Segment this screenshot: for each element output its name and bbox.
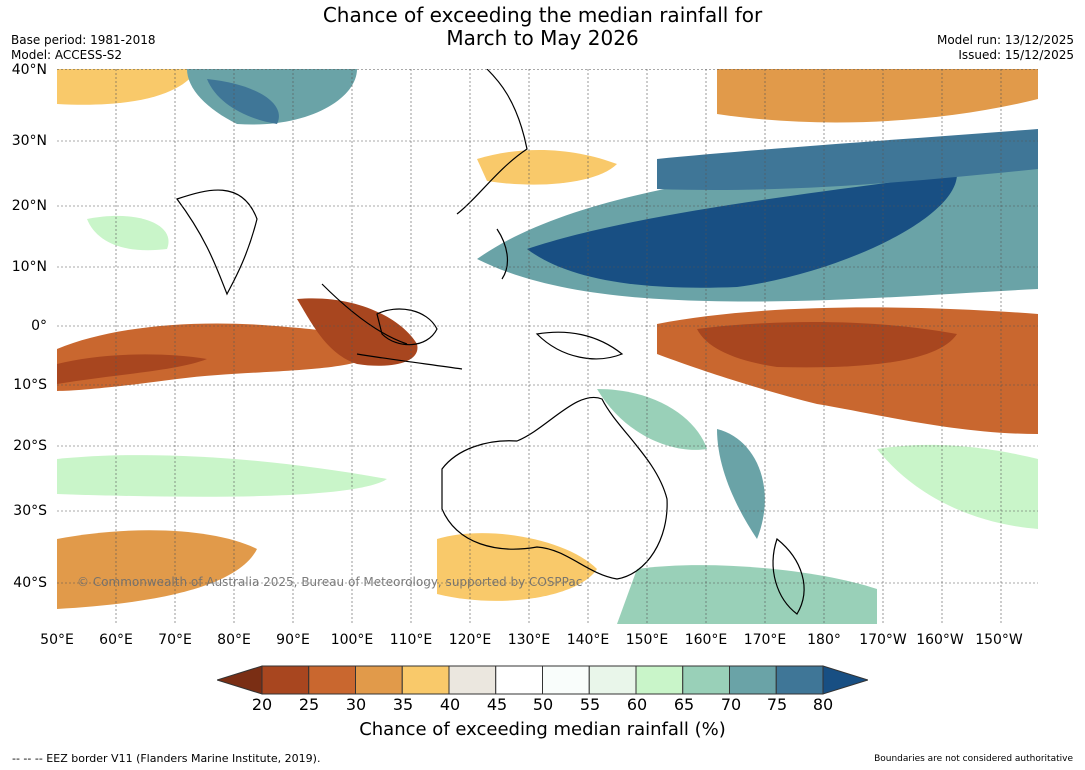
lon-tick-label: 140°E xyxy=(566,632,610,648)
colorbar-segment xyxy=(495,665,543,695)
colorbar-tick-label: 70 xyxy=(720,695,742,714)
lat-tick-label: 0° xyxy=(31,318,47,334)
lon-tick-label: 110°E xyxy=(389,632,433,648)
colorbar-tick-label: 45 xyxy=(486,695,508,714)
title-line-1: Chance of exceeding the median rainfall … xyxy=(322,3,763,27)
lat-tick-label: 30°N xyxy=(11,133,47,149)
colorbar-tick-label: 65 xyxy=(673,695,695,714)
lon-tick-label: 170°E xyxy=(743,632,787,648)
colorbar-tick-label: 55 xyxy=(579,695,601,714)
new-guinea-coastline xyxy=(535,331,624,360)
lon-tick-label: 70°E xyxy=(158,632,192,648)
field-wet-south-pacific xyxy=(877,444,1038,529)
field-dry-middle-east xyxy=(57,69,197,105)
lon-tick-label: 90°E xyxy=(276,632,310,648)
colorbar-tick-label: 35 xyxy=(392,695,414,714)
colorbar-segment xyxy=(588,665,637,695)
field-wet-new-caledonia xyxy=(717,429,765,539)
probability-fields xyxy=(57,69,1038,624)
colorbar-tick-label: 20 xyxy=(251,695,273,714)
lon-tick-label: 60°E xyxy=(99,632,133,648)
field-dry-southern-indian xyxy=(57,530,257,609)
colorbar-segment xyxy=(542,665,590,695)
lon-tick-label: 160°E xyxy=(684,632,728,648)
issued-text: Issued: 15/12/2025 xyxy=(958,48,1074,62)
colorbar-segment xyxy=(401,665,450,695)
colorbar-tick-label: 75 xyxy=(766,695,788,714)
colorbar-title: Chance of exceeding median rainfall (%) xyxy=(359,719,726,740)
australia-coastline xyxy=(441,396,668,580)
model-text: Model: ACCESS-S2 xyxy=(11,48,123,62)
colorbar-segment xyxy=(682,665,730,695)
field-dry-indian-ocean xyxy=(57,323,377,391)
field-dry-east-asia xyxy=(477,149,617,185)
lat-tick-label: 20°N xyxy=(11,198,47,214)
chart-title: Chance of exceeding the median rainfall … xyxy=(0,4,1085,50)
colorbar-extend-high xyxy=(822,665,868,695)
colorbar-tick-label: 25 xyxy=(298,695,320,714)
lon-tick-label: 80°E xyxy=(217,632,251,648)
colorbar-tick-label: 60 xyxy=(626,695,648,714)
field-very-wet-himalaya xyxy=(207,79,279,124)
base-period-text: Base period: 1981-2018 xyxy=(11,33,156,47)
boundaries-disclaimer: Boundaries are not considered authoritat… xyxy=(874,754,1073,764)
field-wet-south-indian xyxy=(57,455,387,497)
copyright-watermark: © Commonwealth of Australia 2025, Bureau… xyxy=(77,575,583,589)
china-coastline xyxy=(456,69,528,215)
field-very-dry-maritime xyxy=(297,298,418,366)
colorbar-tick-label: 50 xyxy=(532,695,554,714)
lat-tick-label: 10°N xyxy=(11,259,47,275)
colorbar-segment xyxy=(308,665,356,695)
lon-tick-label: 150°W xyxy=(975,632,1023,648)
lon-tick-label: 160°W xyxy=(916,632,964,648)
lat-tick-label: 10°S xyxy=(13,377,47,393)
colorbar-extend-low xyxy=(217,665,263,695)
colorbar-segment xyxy=(635,665,684,695)
colorbar-tick-label: 80 xyxy=(812,695,834,714)
philippines-coastline xyxy=(496,228,509,280)
eez-footnote: -- -- -- EEZ border V11 (Flanders Marine… xyxy=(12,752,321,765)
field-dry-southern-australia xyxy=(437,533,597,601)
colorbar-segment xyxy=(775,665,824,695)
new-zealand-coastline xyxy=(772,537,805,615)
colorbar-segment xyxy=(448,665,497,695)
lat-tick-label: 40°N xyxy=(11,62,47,78)
lon-tick-label: 180° xyxy=(807,632,841,648)
borneo-coastline xyxy=(376,308,438,346)
colorbar-segment xyxy=(729,665,777,695)
coastlines xyxy=(176,69,805,615)
rainfall-outlook-map xyxy=(57,69,1038,624)
lon-tick-label: 130°E xyxy=(507,632,551,648)
field-very-dry-central-pacific xyxy=(697,322,957,368)
colorbar xyxy=(217,665,868,695)
field-wet-coral-sea xyxy=(597,389,707,450)
lon-tick-label: 50°E xyxy=(40,632,74,648)
title-line-2: March to May 2026 xyxy=(446,26,639,50)
colorbar-tick-label: 40 xyxy=(439,695,461,714)
model-run-text: Model run: 13/12/2025 xyxy=(936,33,1074,47)
colorbar-segment xyxy=(261,665,310,695)
java-coastline xyxy=(356,353,463,370)
field-dry-north-pacific xyxy=(717,69,1038,123)
colorbar-tick-label: 30 xyxy=(345,695,367,714)
lat-tick-label: 40°S xyxy=(13,575,47,591)
field-very-dry-west-indian xyxy=(57,354,207,384)
field-very-wet-north-pacific xyxy=(527,174,957,288)
field-wet-arabian-sea xyxy=(87,215,169,251)
field-wet-subtropical-pacific xyxy=(657,129,1038,190)
colorbar-segment xyxy=(355,665,403,695)
lon-tick-label: 150°E xyxy=(625,632,669,648)
lat-tick-label: 20°S xyxy=(13,438,47,454)
sumatra-coastline xyxy=(321,283,408,345)
field-wet-tasman xyxy=(617,565,877,624)
graticule xyxy=(57,69,1038,624)
lon-tick-label: 100°E xyxy=(330,632,374,648)
lon-tick-label: 170°W xyxy=(859,632,907,648)
lon-tick-label: 120°E xyxy=(448,632,492,648)
india-coastline xyxy=(176,189,258,296)
lat-tick-label: 30°S xyxy=(13,503,47,519)
